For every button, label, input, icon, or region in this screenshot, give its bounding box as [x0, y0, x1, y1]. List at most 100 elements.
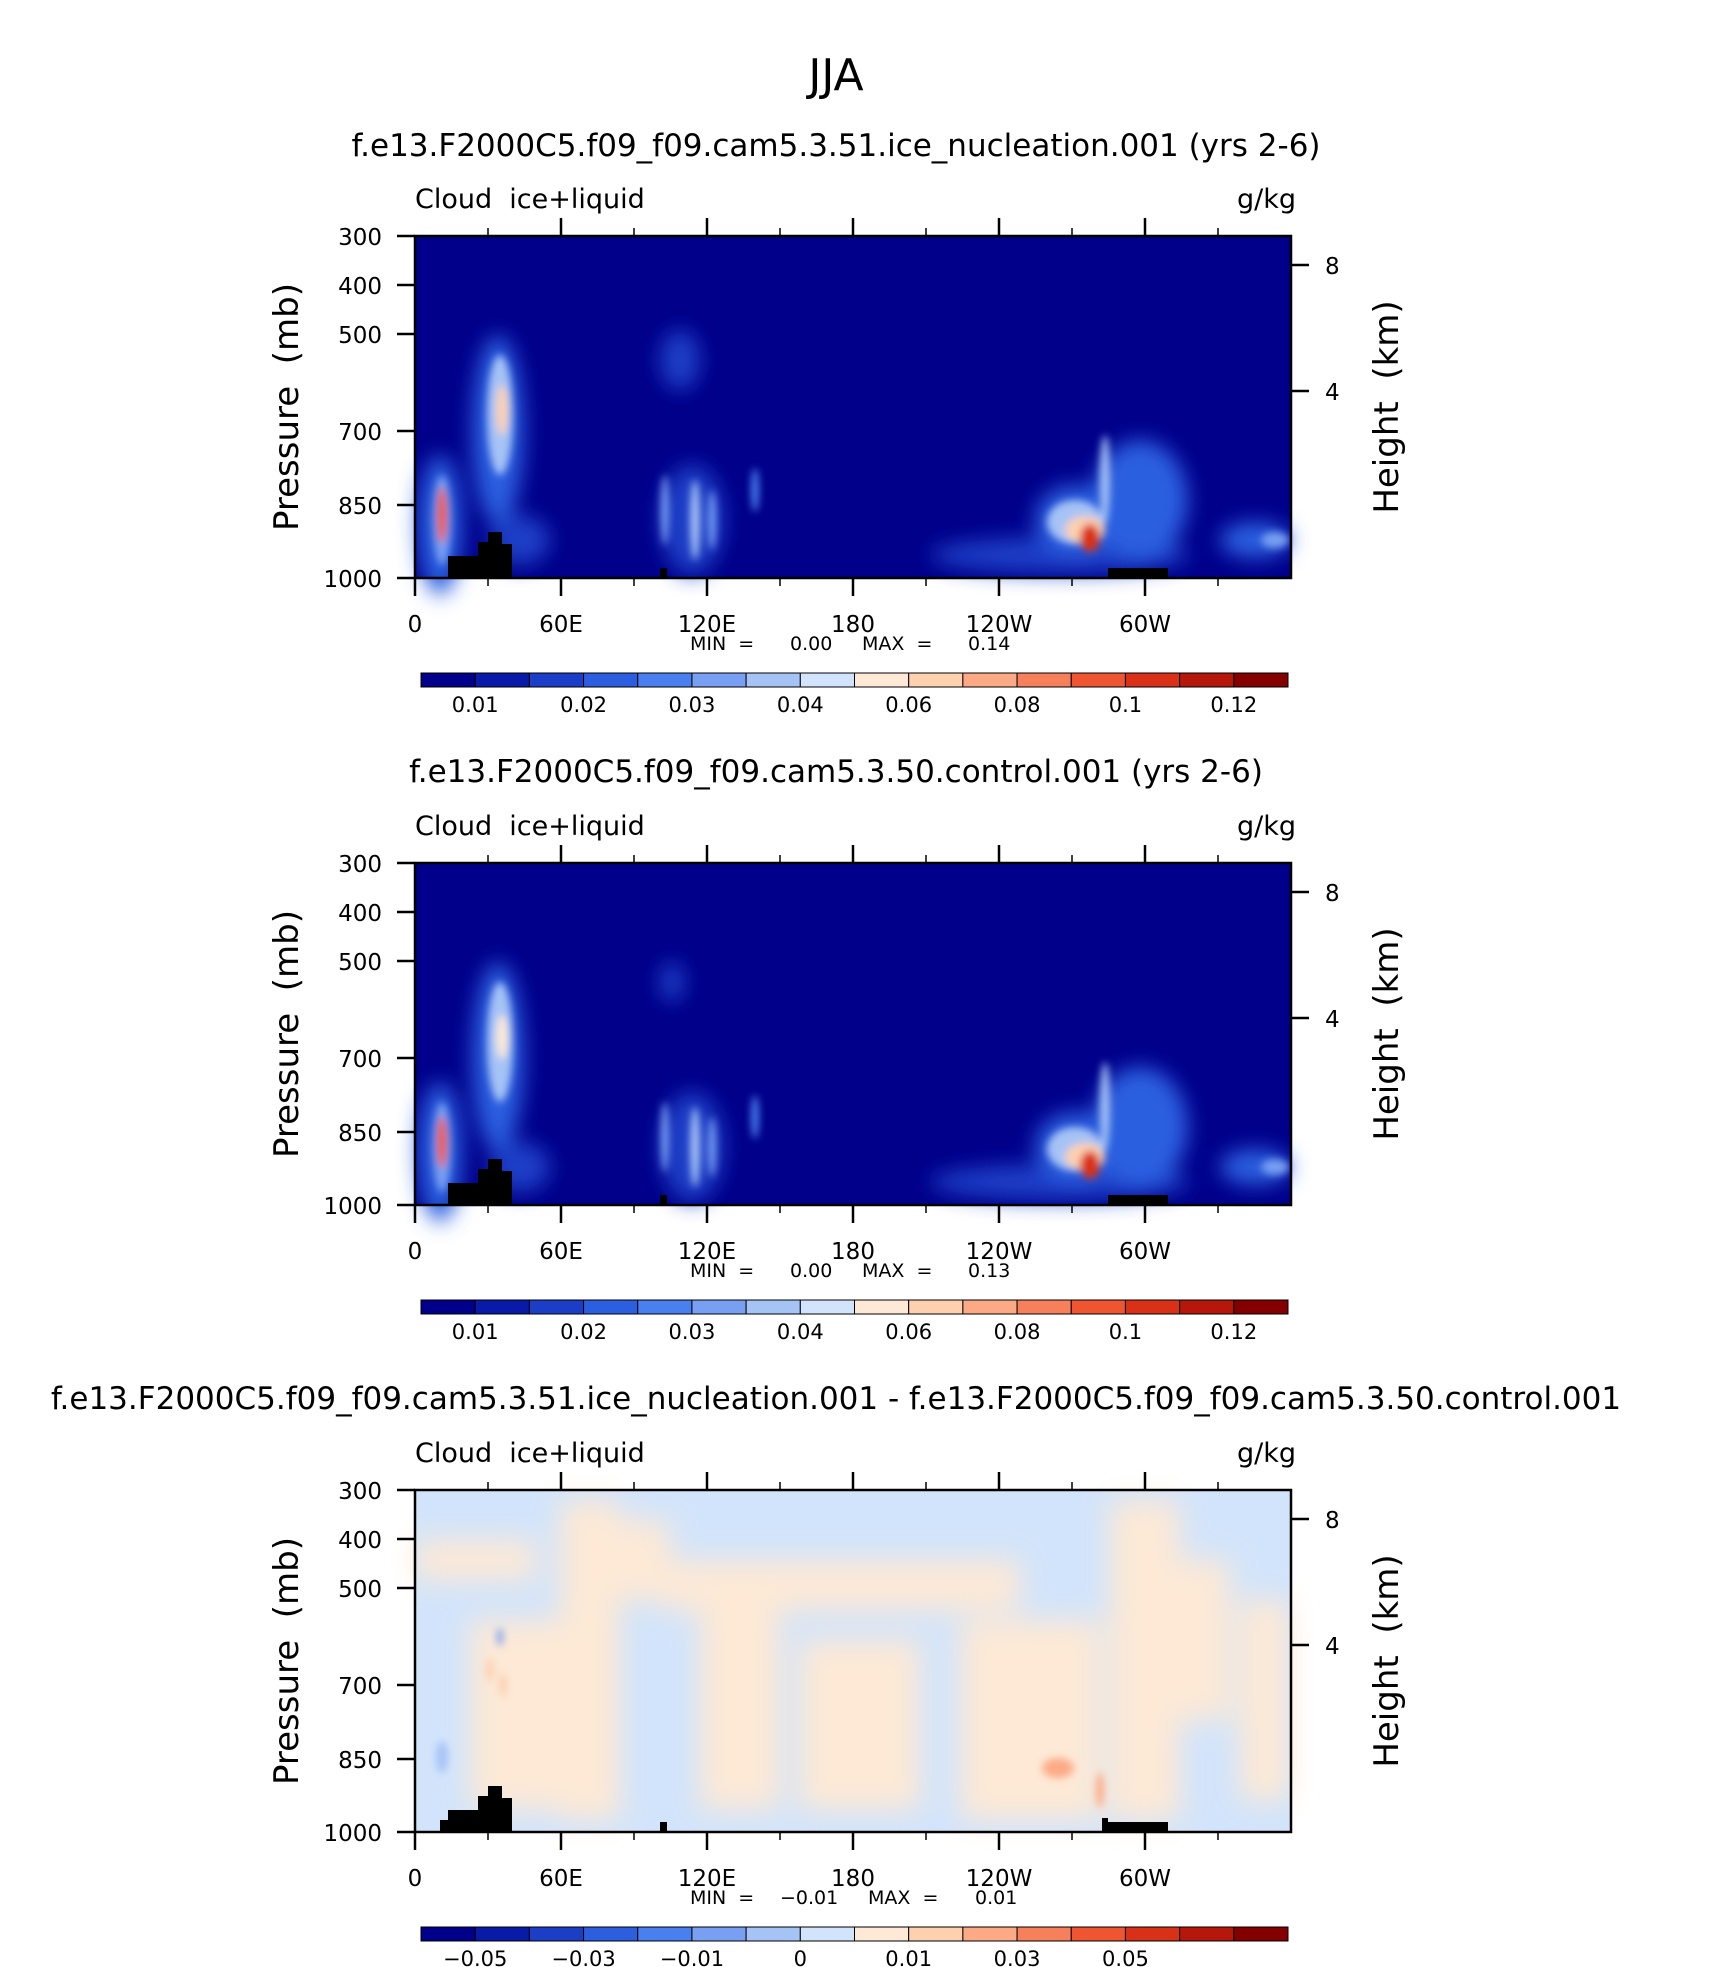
min-value: −0.01: [780, 1887, 838, 1909]
panel-0: f.e13.F2000C5.f09_f09.cam5.3.51.ice_nucl…: [267, 128, 1407, 717]
colorbar-box: [1070, 672, 1126, 688]
min-max: MIN = 0.00 MAX = 0.13: [690, 1260, 1010, 1282]
diff-max-spot: [499, 1673, 507, 1697]
colorbar-box: [1016, 1926, 1072, 1942]
colorbar-box: [745, 1299, 801, 1315]
colorbar-box: [474, 1926, 530, 1942]
axis-minor-ticks: [487, 228, 1219, 586]
diff-max-spot: [486, 1658, 494, 1682]
diff-min-spot: [497, 1628, 503, 1646]
colorbar-label: 0.12: [1210, 693, 1257, 717]
cloud-blob-atlantic: [1220, 522, 1290, 558]
colorbar-box: [528, 1926, 585, 1942]
colorbar-label: 0.04: [777, 693, 824, 717]
panel-2: f.e13.F2000C5.f09_f09.cam5.3.51.ice_nucl…: [51, 1381, 1621, 1967]
axis-minor-ticks: [487, 1482, 1219, 1840]
topography: [448, 1159, 1168, 1205]
figure-title: JJA: [805, 50, 863, 101]
panel-title: f.e13.F2000C5.f09_f09.cam5.3.50.control.…: [409, 754, 1263, 790]
x-tick-label: 60W: [1119, 1866, 1171, 1892]
x-tick-label: 60W: [1119, 1239, 1171, 1265]
x-tick-label: 120W: [966, 1239, 1033, 1265]
colorbar-box: [854, 1299, 910, 1315]
x-tick-label: 60W: [1119, 612, 1171, 638]
y2-axis-label: Height (km): [1367, 300, 1407, 513]
colorbar-box: [637, 1299, 693, 1315]
diff-region: [960, 1620, 1100, 1820]
y-tick-label: 1000: [323, 567, 382, 593]
x-tick-label: 0: [408, 1866, 423, 1892]
y-tick-label: 850: [338, 494, 382, 520]
panel-1: f.e13.F2000C5.f09_f09.cam5.3.50.control.…: [267, 754, 1407, 1344]
cloud-core-indo-3: [708, 490, 716, 550]
cloud-core-indo-1: [661, 475, 669, 545]
colorbar-label: 0.01: [885, 1947, 932, 1967]
colorbar-label: 0.06: [885, 693, 932, 717]
x-tick-label: 120E: [678, 1866, 736, 1892]
colorbar-box: [637, 1926, 693, 1942]
colorbar-box: [908, 1926, 964, 1942]
max-value: 0.14: [968, 633, 1010, 655]
colorbar-box: [1233, 672, 1289, 688]
colorbar-box: [908, 672, 964, 688]
colorbar-box: [962, 1299, 1018, 1315]
colorbar-box: [745, 1926, 801, 1942]
y-tick-label: 300: [338, 852, 382, 878]
diff-region: [800, 1640, 920, 1810]
colorbar-label: 0.03: [669, 1320, 716, 1344]
colorbar: 0.01 0.02 0.03 0.04 0.06 0.08 0.1 0.12: [420, 672, 1289, 717]
y2-tick-label: 4: [1325, 1007, 1340, 1033]
min-label: MIN =: [690, 1887, 754, 1909]
cloud-core-andes: [1100, 1062, 1110, 1152]
colorbar-label: 0.05: [1102, 1947, 1149, 1967]
cloud-core-andes: [1100, 435, 1110, 525]
diff-min-spot: [436, 1741, 448, 1773]
cloud-core-atlantic: [1261, 1159, 1289, 1175]
colorbar-label: 0.1: [1109, 1320, 1142, 1344]
colorbar-label: 0.06: [885, 1320, 932, 1344]
y-tick-label: 300: [338, 1479, 382, 1505]
y-tick-label: 400: [338, 901, 382, 927]
cloud-core-indo-2: [690, 1107, 700, 1187]
y-tick-label: 850: [338, 1748, 382, 1774]
colorbar-box: [1070, 1926, 1126, 1942]
plot-area: [413, 1488, 1293, 1834]
min-label: MIN =: [690, 633, 754, 655]
colorbar-box: [1124, 1926, 1181, 1942]
cloud-blob-pacific-upper: [660, 962, 684, 1002]
panel-title: f.e13.F2000C5.f09_f09.cam5.3.51.ice_nucl…: [351, 128, 1320, 164]
max-label: MAX =: [868, 1887, 938, 1909]
colorbar-label: 0.12: [1210, 1320, 1257, 1344]
colorbar-label: 0.01: [452, 693, 499, 717]
min-value: 0.00: [790, 1260, 832, 1282]
y-axis-label: Pressure (mb): [267, 910, 307, 1158]
colorbar-box: [637, 672, 693, 688]
cloud-core-indo-4: [751, 468, 759, 512]
left-string: Cloud ice+liquid: [415, 184, 645, 215]
y-axis-label: Pressure (mb): [267, 283, 307, 531]
colorbar-label: −0.01: [660, 1947, 724, 1967]
x-tick-label: 60E: [539, 612, 583, 638]
y2-tick-label: 4: [1325, 380, 1340, 406]
colorbar-label: 0.03: [994, 1947, 1041, 1967]
min-value: 0.00: [790, 633, 832, 655]
x-tick-label: 0: [408, 612, 423, 638]
colorbar-label: 0.1: [1109, 693, 1142, 717]
axis-ticks: [397, 218, 1309, 596]
diff-region: [470, 1620, 560, 1810]
right-string: g/kg: [1237, 811, 1296, 842]
colorbar-box: [799, 1299, 855, 1315]
y-tick-label: 700: [338, 1674, 382, 1700]
y2-tick-label: 4: [1325, 1634, 1340, 1660]
panel-title: f.e13.F2000C5.f09_f09.cam5.3.51.ice_nucl…: [51, 1381, 1621, 1417]
colorbar-label: 0.08: [994, 693, 1041, 717]
cloud-blob-pacific-upper: [660, 330, 700, 390]
cloud-blob-andes: [1092, 440, 1188, 560]
cloud-core-arabia-2: [496, 1015, 508, 1059]
min-max: MIN = 0.00 MAX = 0.14: [690, 633, 1010, 655]
colorbar-label: −0.03: [551, 1947, 615, 1967]
cloud-blob-andes: [1092, 1067, 1188, 1187]
max-value: 0.13: [968, 1260, 1010, 1282]
plot-area: [413, 861, 1293, 1222]
